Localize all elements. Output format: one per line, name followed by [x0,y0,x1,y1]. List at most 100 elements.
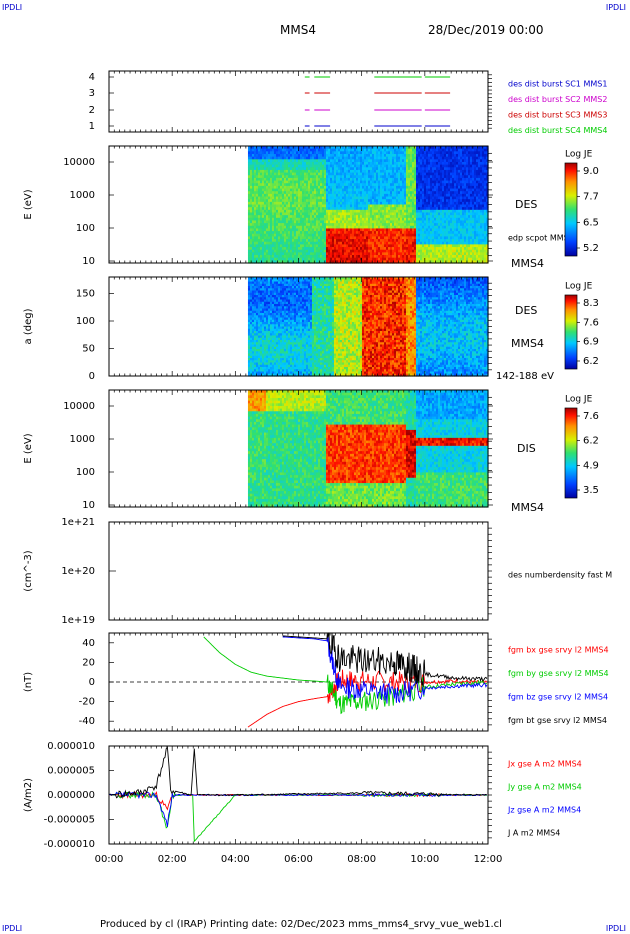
heatmap-cell [281,185,285,190]
heatmap-cell [351,175,355,179]
heatmap-cell [325,252,329,256]
heatmap-cell [307,153,311,158]
heatmap-cell [283,201,287,206]
heatmap-cell [289,223,293,227]
heatmap-cell [337,148,341,152]
heatmap-cell [339,249,343,253]
heatmap-cell [261,212,265,216]
heatmap-cell [277,156,281,160]
heatmap-cell [355,167,359,171]
heatmap-cell [353,146,357,150]
heatmap-cell [269,153,273,158]
heatmap-cell [265,231,269,235]
heatmap-cell [303,164,307,168]
heatmap-cell [329,183,333,187]
heatmap-cell [317,247,321,251]
heatmap-cell [273,193,277,198]
heatmap-cell [289,215,293,219]
heatmap-cell [287,252,291,256]
heatmap-cell [253,196,257,200]
heatmap-cell [309,209,313,214]
heatmap-cell [287,156,291,160]
heatmap-cell [329,231,333,235]
heatmap-cell [259,223,263,227]
heatmap-cell [339,212,343,216]
heatmap-cell [363,207,367,211]
heatmap-cell [251,257,255,261]
heatmap-cell [315,167,319,171]
heatmap-cell [321,191,325,195]
heatmap-cell [313,228,317,232]
heatmap-cell [247,161,251,166]
heatmap-cell [321,225,325,230]
heatmap-cell [317,153,321,158]
heatmap-cell [335,228,339,232]
heatmap-cell [363,167,367,171]
heatmap-cell [313,177,317,182]
heatmap-cell [359,159,363,163]
heatmap-cell [279,207,283,211]
heatmap-cell [271,204,275,208]
heatmap-cell [293,148,297,152]
heatmap-cell [313,199,317,203]
heatmap-cell [253,247,257,251]
heatmap-cell [307,231,311,235]
heatmap-cell [355,215,359,219]
heatmap-cell [289,153,293,158]
heatmap-cell [273,209,277,214]
heatmap-cell [249,212,253,216]
heatmap-cell [307,212,311,216]
heatmap-cell [309,177,313,182]
heatmap-cell [251,191,255,195]
heatmap-cell [357,215,361,219]
heatmap-cell [269,223,273,227]
heatmap-cell [325,228,329,232]
heatmap-cell [273,175,277,179]
heatmap-cell [307,191,311,195]
heatmap-cell [313,148,317,152]
heatmap-cell [351,199,355,203]
heatmap-cell [311,151,315,155]
heatmap-cell [315,172,319,176]
heatmap-cell [313,188,317,192]
heatmap-cell [295,185,299,190]
heatmap-cell [311,201,315,206]
heatmap-cell [309,260,313,264]
heatmap-cell [301,239,305,243]
heatmap-cell [261,255,265,259]
heatmap-cell [295,199,299,203]
heatmap-cell [343,233,347,238]
heatmap-cell [247,175,251,179]
burst-ytick-label: 1 [89,121,95,132]
heatmap-cell [289,241,293,245]
heatmap-cell [301,164,305,168]
heatmap-cell [353,223,357,227]
heatmap-cell [271,241,275,245]
heatmap-cell [297,244,301,248]
heatmap-cell [359,148,363,152]
heatmap-cell [251,217,255,222]
heatmap-cell [347,146,351,150]
heatmap-cell [265,249,269,253]
heatmap-cell [309,257,313,261]
heatmap-cell [269,164,273,168]
heatmap-cell [267,193,271,198]
heatmap-cell [249,209,253,214]
heatmap-cell [359,252,363,256]
heatmap-cell [343,225,347,230]
heatmap-cell [341,191,345,195]
heatmap-cell [323,228,327,232]
heatmap-cell [259,175,263,179]
heatmap-cell [341,193,345,198]
heatmap-cell [347,260,351,264]
heatmap-cell [303,193,307,198]
heatmap-cell [263,177,267,182]
heatmap-cell [275,180,279,184]
heatmap-cell [359,220,363,224]
heatmap-cell [275,249,279,253]
heatmap-cell [263,183,267,187]
heatmap-cell [257,204,261,208]
heatmap-cell [253,151,257,155]
heatmap-cell [301,177,305,182]
heatmap-cell [351,228,355,232]
